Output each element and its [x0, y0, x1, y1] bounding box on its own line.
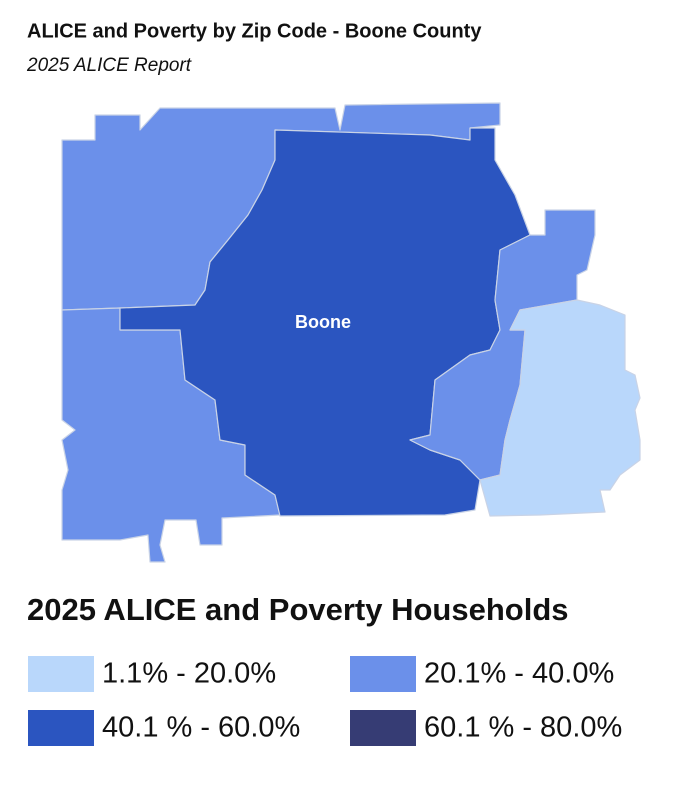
zip-region — [479, 299, 641, 517]
map-label: Boone — [295, 312, 351, 332]
legend-swatch — [28, 710, 94, 746]
zip-region — [119, 127, 531, 517]
legend-label: 60.1 % - 80.0% — [424, 712, 622, 744]
legend-title: 2025 ALICE and Poverty Households — [27, 592, 569, 627]
legend-label: 40.1 % - 60.0% — [102, 712, 300, 744]
legend-swatch — [28, 656, 94, 692]
title: ALICE and Poverty by Zip Code - Boone Co… — [27, 20, 482, 42]
legend-swatch — [350, 710, 416, 746]
legend-label: 20.1% - 40.0% — [424, 658, 614, 690]
legend-swatch — [350, 656, 416, 692]
legend-label: 1.1% - 20.0% — [102, 658, 276, 690]
subtitle: 2025 ALICE Report — [26, 55, 192, 76]
map: Boone — [61, 102, 641, 563]
legend: 1.1% - 20.0% 20.1% - 40.0% 40.1 % - 60.0% 6… — [28, 656, 622, 746]
